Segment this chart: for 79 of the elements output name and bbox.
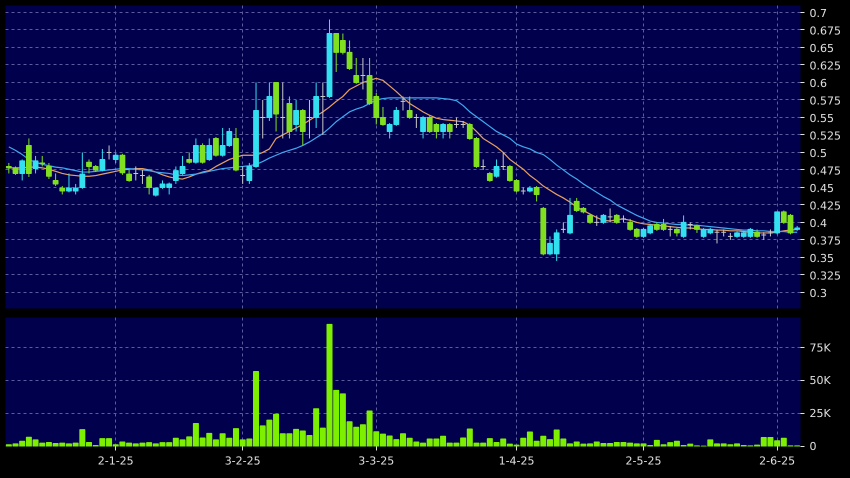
candlestick: [614, 214, 620, 224]
candlestick: [480, 158, 486, 170]
x-tick-label: 1-4-25: [498, 454, 535, 468]
candlestick: [19, 158, 26, 181]
candlestick: [600, 214, 606, 224]
candlestick: [39, 155, 46, 167]
y-tick-label: 0.575: [810, 94, 841, 108]
candlestick: [46, 162, 52, 180]
candlestick: [192, 138, 199, 164]
candlestick: [52, 172, 59, 187]
candlestick: [300, 108, 306, 146]
x-tick-label: 2-1-25: [98, 454, 134, 468]
candlestick: [146, 174, 152, 195]
candlestick: [774, 211, 780, 235]
candlestick: [607, 208, 614, 223]
candlestick: [126, 169, 132, 182]
x-tick-label: 2-5-25: [626, 454, 662, 468]
candlestick: [667, 225, 674, 237]
candlestick: [200, 142, 206, 164]
candlestick: [320, 82, 326, 136]
x-tick-label: 3-2-25: [224, 454, 261, 468]
candlestick: [567, 197, 573, 235]
candlestick: [446, 122, 453, 139]
y-tick-label: 0.55: [810, 112, 834, 125]
candlestick: [266, 82, 272, 122]
candlestick: [32, 155, 38, 174]
candlestick: [99, 148, 106, 172]
candlestick: [306, 99, 312, 139]
candlestick: [560, 222, 566, 234]
candlestick: [500, 152, 506, 170]
y-tick-label: 50K: [810, 374, 832, 388]
candlestick: [440, 122, 446, 139]
y-tick-label: 0.45: [810, 182, 834, 195]
candlestick: [313, 82, 320, 128]
candlestick: [353, 57, 360, 84]
candlestick: [112, 152, 119, 164]
y-tick-label: 0.475: [810, 164, 841, 178]
candlestick: [400, 96, 406, 111]
y-tick-label: 25K: [810, 407, 832, 420]
y-tick-label: 0.4: [810, 216, 827, 230]
y-tick-label: 0.35: [810, 252, 834, 265]
candlestick: [186, 152, 192, 164]
y-tick-label: 0: [810, 440, 816, 453]
y-tick-label: 0.675: [810, 24, 841, 38]
candlestick: [587, 214, 593, 224]
candlestick: [106, 144, 112, 160]
x-tick-label: 2-6-25: [759, 454, 796, 468]
y-tick-label: 0.625: [810, 59, 841, 72]
y-tick-label: 0.3: [810, 286, 827, 300]
candlestick: [486, 172, 493, 182]
candlestick: [360, 57, 366, 90]
candlestick: [260, 99, 266, 139]
candlestick: [714, 228, 720, 244]
candlestick: [120, 153, 126, 176]
candlestick: [132, 166, 139, 181]
candlestick: [206, 138, 212, 162]
x-tick-label: 3-3-25: [358, 454, 394, 468]
candlestick: [213, 136, 219, 158]
y-tick-label: 0.525: [810, 129, 841, 142]
candlestick: [420, 116, 426, 139]
candlestick: [140, 169, 146, 184]
y-tick-label: 0.325: [810, 269, 841, 282]
candlestick: [534, 186, 540, 202]
candlestick: [494, 158, 500, 178]
candlestick: [680, 214, 686, 238]
y-tick-label: 75K: [810, 341, 832, 354]
y-tick-label: 0.6: [810, 76, 827, 90]
candlestick: [760, 232, 767, 240]
y-tick-label: 0.7: [810, 7, 827, 20]
candlestick: [293, 99, 300, 132]
y-tick-label: 0.5: [810, 146, 827, 160]
candlestick: [280, 82, 286, 139]
candlestick: [406, 96, 413, 120]
y-tick-label: 0.425: [810, 199, 841, 212]
y-tick-label: 0.375: [810, 234, 841, 248]
y-tick-label: 0.65: [810, 42, 834, 55]
candlestick: [413, 113, 420, 128]
candlestick: [594, 214, 600, 226]
candlestick: [240, 166, 246, 184]
